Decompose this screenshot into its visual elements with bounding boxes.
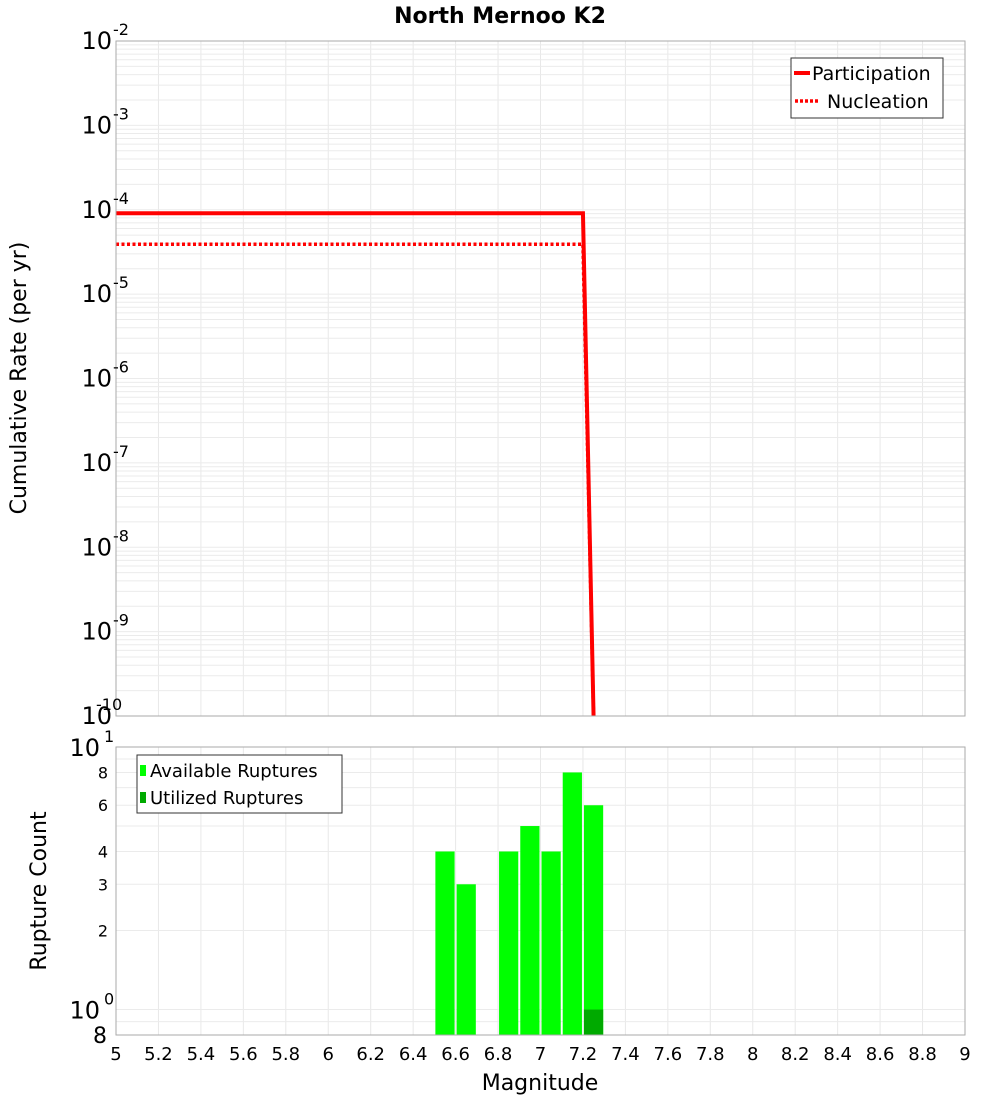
chart-title: North Mernoo K2 bbox=[394, 4, 606, 29]
svg-text:-8: -8 bbox=[113, 526, 129, 545]
svg-text:10: 10 bbox=[81, 365, 112, 393]
svg-text:5.6: 5.6 bbox=[229, 1044, 258, 1065]
top-y-axis-ticks: 10-210-310-410-510-610-710-810 -910-10 bbox=[81, 20, 129, 730]
utilized-bar bbox=[583, 1009, 604, 1035]
top-legend: Participation Nucleation bbox=[790, 57, 944, 119]
available-bar bbox=[583, 805, 604, 1035]
svg-text:8: 8 bbox=[747, 1044, 758, 1065]
svg-text:10: 10 bbox=[81, 280, 112, 308]
nucleation-line bbox=[116, 242, 596, 717]
svg-text:7.6: 7.6 bbox=[654, 1044, 683, 1065]
svg-text:-4: -4 bbox=[113, 189, 129, 208]
x-axis-ticks: 5 5.2 5.4 5.6 5.8 6 6.2 6.4 6.6 6.8 7 7.2 7.4 7.6 7.8 8… bbox=[110, 1044, 970, 1065]
svg-text:-6: -6 bbox=[113, 358, 129, 377]
svg-text:1: 1 bbox=[104, 727, 114, 746]
svg-text:8.8: 8.8 bbox=[908, 1044, 937, 1065]
svg-text:7.2: 7.2 bbox=[569, 1044, 598, 1065]
svg-text:8: 8 bbox=[93, 1024, 107, 1049]
utilized-swatch-icon bbox=[140, 792, 146, 803]
svg-text:10: 10 bbox=[81, 618, 112, 646]
svg-text:7.8: 7.8 bbox=[696, 1044, 725, 1065]
svg-text:8.4: 8.4 bbox=[823, 1044, 852, 1065]
available-bar bbox=[541, 851, 561, 1035]
available-bar bbox=[456, 884, 476, 1035]
svg-text:8.2: 8.2 bbox=[781, 1044, 810, 1065]
rate-lines bbox=[116, 211, 596, 717]
svg-text:5: 5 bbox=[110, 1044, 121, 1065]
available-bar bbox=[562, 772, 582, 1035]
svg-text:6.6: 6.6 bbox=[441, 1044, 470, 1065]
svg-text:10: 10 bbox=[81, 702, 112, 730]
bottom-legend: Available Ruptures Utilized Ruptures bbox=[136, 754, 343, 814]
svg-text:10: 10 bbox=[81, 111, 112, 139]
svg-text:10: 10 bbox=[81, 533, 112, 561]
rupture-bars bbox=[435, 772, 604, 1035]
available-bar bbox=[520, 826, 540, 1035]
svg-text:-2: -2 bbox=[113, 20, 129, 39]
top-plot-frame bbox=[115, 40, 966, 717]
svg-text:0: 0 bbox=[104, 990, 114, 1009]
available-swatch-icon bbox=[140, 765, 146, 776]
svg-text:10: 10 bbox=[69, 997, 100, 1025]
svg-text:6.2: 6.2 bbox=[356, 1044, 385, 1065]
available-bar bbox=[435, 851, 455, 1035]
legend-available: Available Ruptures bbox=[150, 761, 318, 782]
svg-text:-9: -9 bbox=[113, 611, 129, 630]
svg-text:6: 6 bbox=[323, 1044, 334, 1065]
svg-text:5.8: 5.8 bbox=[271, 1044, 300, 1065]
available-bar bbox=[499, 851, 519, 1035]
legend-nucleation: Nucleation bbox=[827, 91, 929, 113]
top-plot-grid bbox=[115, 41, 966, 717]
svg-text:10: 10 bbox=[69, 734, 100, 762]
svg-text:6.4: 6.4 bbox=[399, 1044, 428, 1065]
top-y-axis-label: Cumulative Rate (per yr) bbox=[7, 242, 32, 515]
svg-text:10: 10 bbox=[81, 449, 112, 477]
svg-text:10: 10 bbox=[81, 196, 112, 224]
svg-text:6.8: 6.8 bbox=[484, 1044, 513, 1065]
bottom-y-axis-label: Rupture Count bbox=[27, 811, 52, 971]
svg-text:2: 2 bbox=[98, 922, 108, 941]
svg-text:-3: -3 bbox=[113, 104, 129, 123]
bottom-plot-frame bbox=[115, 746, 966, 1036]
svg-text:5.4: 5.4 bbox=[187, 1044, 216, 1065]
svg-text:7.4: 7.4 bbox=[611, 1044, 640, 1065]
svg-text:-5: -5 bbox=[113, 273, 129, 292]
svg-text:10: 10 bbox=[81, 27, 112, 55]
svg-text:-7: -7 bbox=[113, 442, 129, 461]
svg-text:5.2: 5.2 bbox=[144, 1044, 173, 1065]
svg-text:9: 9 bbox=[959, 1044, 970, 1065]
legend-participation: Participation bbox=[812, 63, 931, 85]
participation-line bbox=[116, 211, 596, 717]
svg-text:-10: -10 bbox=[96, 695, 122, 714]
legend-utilized: Utilized Ruptures bbox=[150, 788, 303, 809]
svg-text:8: 8 bbox=[98, 763, 108, 782]
svg-text:8.6: 8.6 bbox=[866, 1044, 895, 1065]
x-axis-label: Magnitude bbox=[482, 1071, 599, 1096]
svg-text:6: 6 bbox=[98, 796, 108, 815]
svg-text:4: 4 bbox=[98, 842, 108, 861]
svg-text:3: 3 bbox=[98, 875, 108, 894]
svg-text:7: 7 bbox=[535, 1044, 546, 1065]
